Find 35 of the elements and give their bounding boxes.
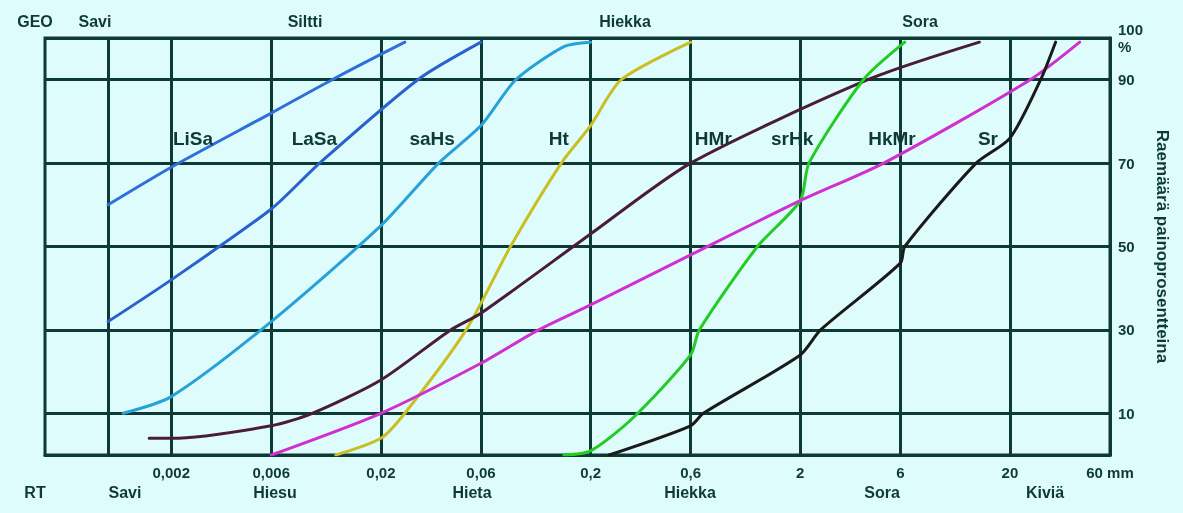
text: Sora [864,483,900,501]
text: Hiesu [253,483,297,501]
y-tick-label: 100 % [1118,21,1144,55]
text: Kiviä [1025,483,1065,501]
series-label: HMr [694,127,733,149]
series-label: LaSa [291,127,338,149]
y-tick-label: 50 [1118,238,1135,255]
text: Sora [902,12,938,30]
y-tick-label: 90 [1118,71,1135,89]
x-tick-label: 6 [896,464,905,481]
text: Hiekka [599,12,651,30]
text: Hieta [452,483,492,501]
x-tick-label: 60 mm [1086,464,1134,481]
text: RT [24,483,46,501]
series-label: saHs [409,127,455,149]
x-tick-label: 0,6 [680,464,702,481]
series-label: Ht [548,127,570,149]
text: Hiekka [664,483,716,501]
x-tick-label: 20 [1001,464,1019,481]
text: GEO [17,12,53,30]
text: Savi [78,12,112,30]
x-tick-label: 0,006 [252,464,291,481]
text: Savi [108,483,142,501]
y-axis-title: Raemäärä painoprosentteina [1153,129,1172,364]
series-label: Sr [977,127,999,149]
x-tick-label: 0,2 [580,464,602,481]
text: Siltti [287,12,323,30]
x-tick-label: 0,06 [466,464,496,481]
y-tick-label: 70 [1118,154,1135,172]
x-tick-label: 2 [796,464,805,481]
series-label: LiSa [172,127,214,149]
y-tick-label: 30 [1118,321,1135,339]
y-tick-label: 10 [1118,404,1135,422]
x-tick-label: 0,002 [152,464,191,481]
x-tick-label: 0,02 [366,464,396,481]
